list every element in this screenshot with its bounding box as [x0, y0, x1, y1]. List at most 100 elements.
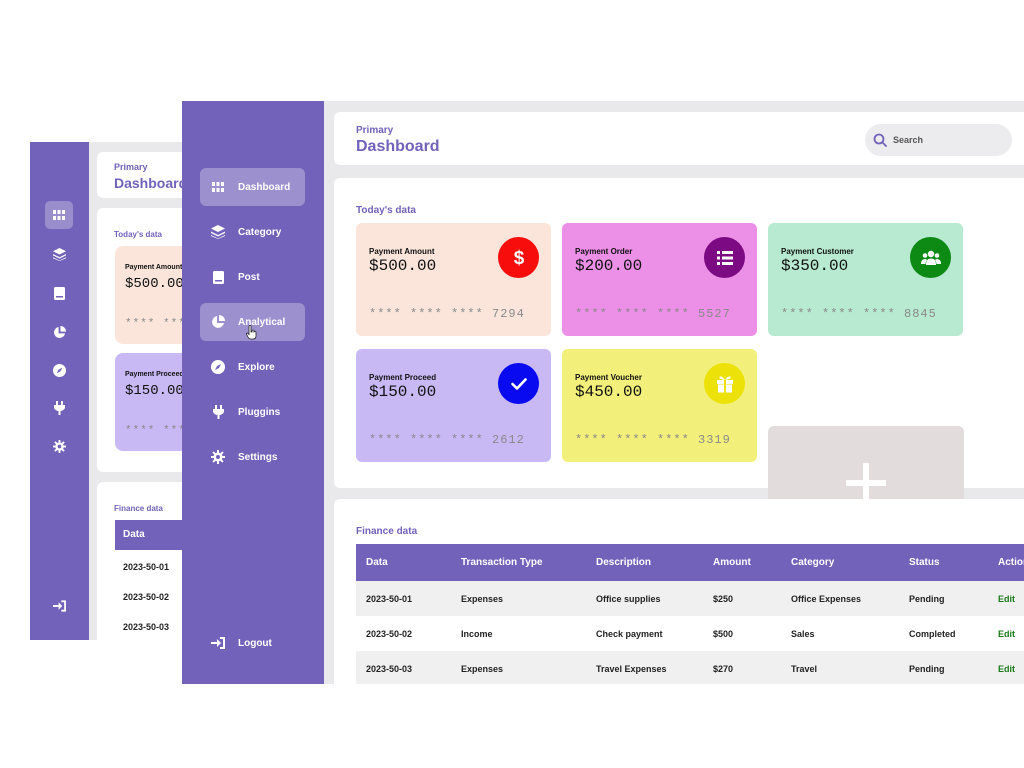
- column-header: Transaction Type: [451, 544, 586, 581]
- card-label: Payment Order: [575, 247, 633, 256]
- logout-icon[interactable]: [45, 592, 73, 620]
- payment-card-amount[interactable]: Payment Amount $500.00 **** **** **** 72…: [356, 223, 551, 336]
- payment-card[interactable]: Payment Amount $500.00 **** ***: [115, 246, 190, 344]
- page-title: Dashboard: [356, 138, 440, 155]
- sidebar-item-post[interactable]: Post: [200, 258, 305, 296]
- table-row: 2023-50-01: [123, 562, 170, 572]
- cell-amount: $250: [703, 581, 781, 616]
- users-icon: [910, 237, 951, 278]
- cell-amount: $270: [703, 651, 781, 684]
- sidebar: Dashboard Category Post Analytical Explo…: [182, 101, 324, 684]
- cell-description: Travel Expenses: [586, 651, 703, 684]
- finance-table: Data Transaction Type Description Amount…: [356, 544, 1024, 684]
- logout-label: Logout: [238, 637, 272, 649]
- book-icon: [210, 269, 226, 285]
- cell-type: Income: [461, 628, 493, 639]
- compass-icon[interactable]: [45, 356, 73, 384]
- layers-icon[interactable]: [45, 240, 73, 268]
- plug-icon[interactable]: [45, 394, 73, 422]
- edit-link[interactable]: Edit: [988, 581, 1024, 616]
- today-section: Today's data Payment Amount $500.00 ****…: [334, 178, 1024, 540]
- pie-chart-icon: [210, 314, 226, 330]
- sidebar-item-analytical[interactable]: Analytical: [200, 303, 305, 341]
- cell-date: 2023-50-01: [356, 581, 451, 616]
- payment-card-voucher[interactable]: Payment Voucher $450.00 **** **** **** 3…: [562, 349, 757, 462]
- payment-card-customer[interactable]: Payment Customer $350.00 **** **** **** …: [768, 223, 963, 336]
- svg-text:$: $: [513, 248, 524, 268]
- cell-category: Sales: [791, 628, 815, 639]
- cell-type: Expenses: [451, 581, 586, 616]
- sidebar-item-label: Post: [238, 271, 260, 283]
- section-title: Today's data: [114, 230, 162, 239]
- hand-cursor-icon: [246, 325, 257, 340]
- card-number: **** **** **** 7294: [369, 307, 525, 321]
- card-amount: $150.00: [125, 383, 184, 399]
- column-header: Data: [356, 544, 451, 581]
- pie-chart-icon[interactable]: [45, 318, 73, 346]
- compass-icon: [210, 359, 226, 375]
- gear-icon[interactable]: [45, 432, 73, 460]
- book-icon[interactable]: [45, 279, 73, 307]
- grid-icon: [210, 179, 226, 195]
- section-title: Finance data: [114, 504, 163, 513]
- header: Primary Dashboard: [334, 112, 1024, 165]
- payment-card[interactable]: Payment Proceed $150.00 **** ***: [115, 353, 190, 451]
- cell-category: Office Expenses: [781, 581, 899, 616]
- plus-icon: [846, 463, 886, 503]
- cell-type: Expenses: [451, 651, 586, 684]
- cell-description: Office supplies: [586, 581, 703, 616]
- table-row: 2023-50-01 Expenses Office supplies $250…: [356, 581, 1024, 616]
- table-row: 2023-50-03: [123, 622, 170, 632]
- plug-icon: [210, 404, 226, 420]
- edit-link[interactable]: Edit: [998, 628, 1015, 639]
- sidebar-item-pluggins[interactable]: Pluggins: [200, 393, 305, 431]
- card-number: **** **** **** 3319: [575, 433, 731, 447]
- card-amount: $200.00: [575, 257, 643, 275]
- table-row: 2023-50-03 Expenses Travel Expenses $270…: [356, 651, 1024, 684]
- table-header: Data: [115, 520, 190, 550]
- sidebar-item-label: Dashboard: [238, 181, 291, 193]
- section-title: Finance data: [356, 526, 418, 537]
- sidebar-item-label: Category: [238, 226, 282, 238]
- sidebar-item-label: Explore: [238, 361, 275, 373]
- finance-section: Finance data Data Transaction Type Descr…: [334, 499, 1024, 684]
- cell-description: Check payment: [596, 628, 663, 639]
- sidebar-item-settings[interactable]: Settings: [200, 438, 305, 476]
- background-finance-section: Finance data Data 2023-50-01 2023-50-02 …: [97, 482, 190, 640]
- search-input[interactable]: [893, 135, 993, 145]
- column-header: Amount: [703, 544, 781, 581]
- gift-icon: [704, 363, 745, 404]
- card-amount: $500.00: [369, 257, 437, 275]
- cell-date: 2023-50-03: [356, 651, 451, 684]
- card-label: Payment Customer: [781, 247, 854, 256]
- column-header: Category: [781, 544, 899, 581]
- cell-status: Completed: [909, 628, 956, 639]
- card-label: Payment Proceed: [369, 373, 437, 382]
- card-number: **** ***: [125, 318, 186, 330]
- grid-icon[interactable]: [45, 201, 73, 229]
- check-icon: [498, 363, 539, 404]
- logout-icon: [210, 635, 226, 651]
- search-box[interactable]: [865, 124, 1012, 156]
- card-label: Payment Voucher: [575, 373, 642, 382]
- edit-link[interactable]: Edit: [988, 651, 1024, 684]
- sidebar-item-category[interactable]: Category: [200, 213, 305, 251]
- card-number: **** ***: [125, 425, 186, 437]
- logout-button[interactable]: Logout: [200, 624, 305, 662]
- sidebar-item-explore[interactable]: Explore: [200, 348, 305, 386]
- cell-date: 2023-50-02: [366, 628, 413, 639]
- sidebar-item-label: Analytical: [238, 316, 286, 328]
- payment-card-order[interactable]: Payment Order $200.00 **** **** **** 552…: [562, 223, 757, 336]
- cell-amount: $500: [713, 628, 734, 639]
- sidebar-item-label: Settings: [238, 451, 278, 463]
- breadcrumb: Primary: [114, 162, 148, 172]
- card-number: **** **** **** 2612: [369, 433, 525, 447]
- payment-card-proceed[interactable]: Payment Proceed $150.00 **** **** **** 2…: [356, 349, 551, 462]
- section-title: Today's data: [356, 205, 416, 216]
- card-number: **** **** **** 8845: [781, 307, 937, 321]
- sidebar-item-label: Pluggins: [238, 406, 281, 418]
- card-number: **** **** **** 5527: [575, 307, 731, 321]
- sidebar-item-dashboard[interactable]: Dashboard: [200, 168, 305, 206]
- column-header: Description: [586, 544, 703, 581]
- table-row: 2023-50-02 Income Check payment $500 Sal…: [356, 616, 1024, 651]
